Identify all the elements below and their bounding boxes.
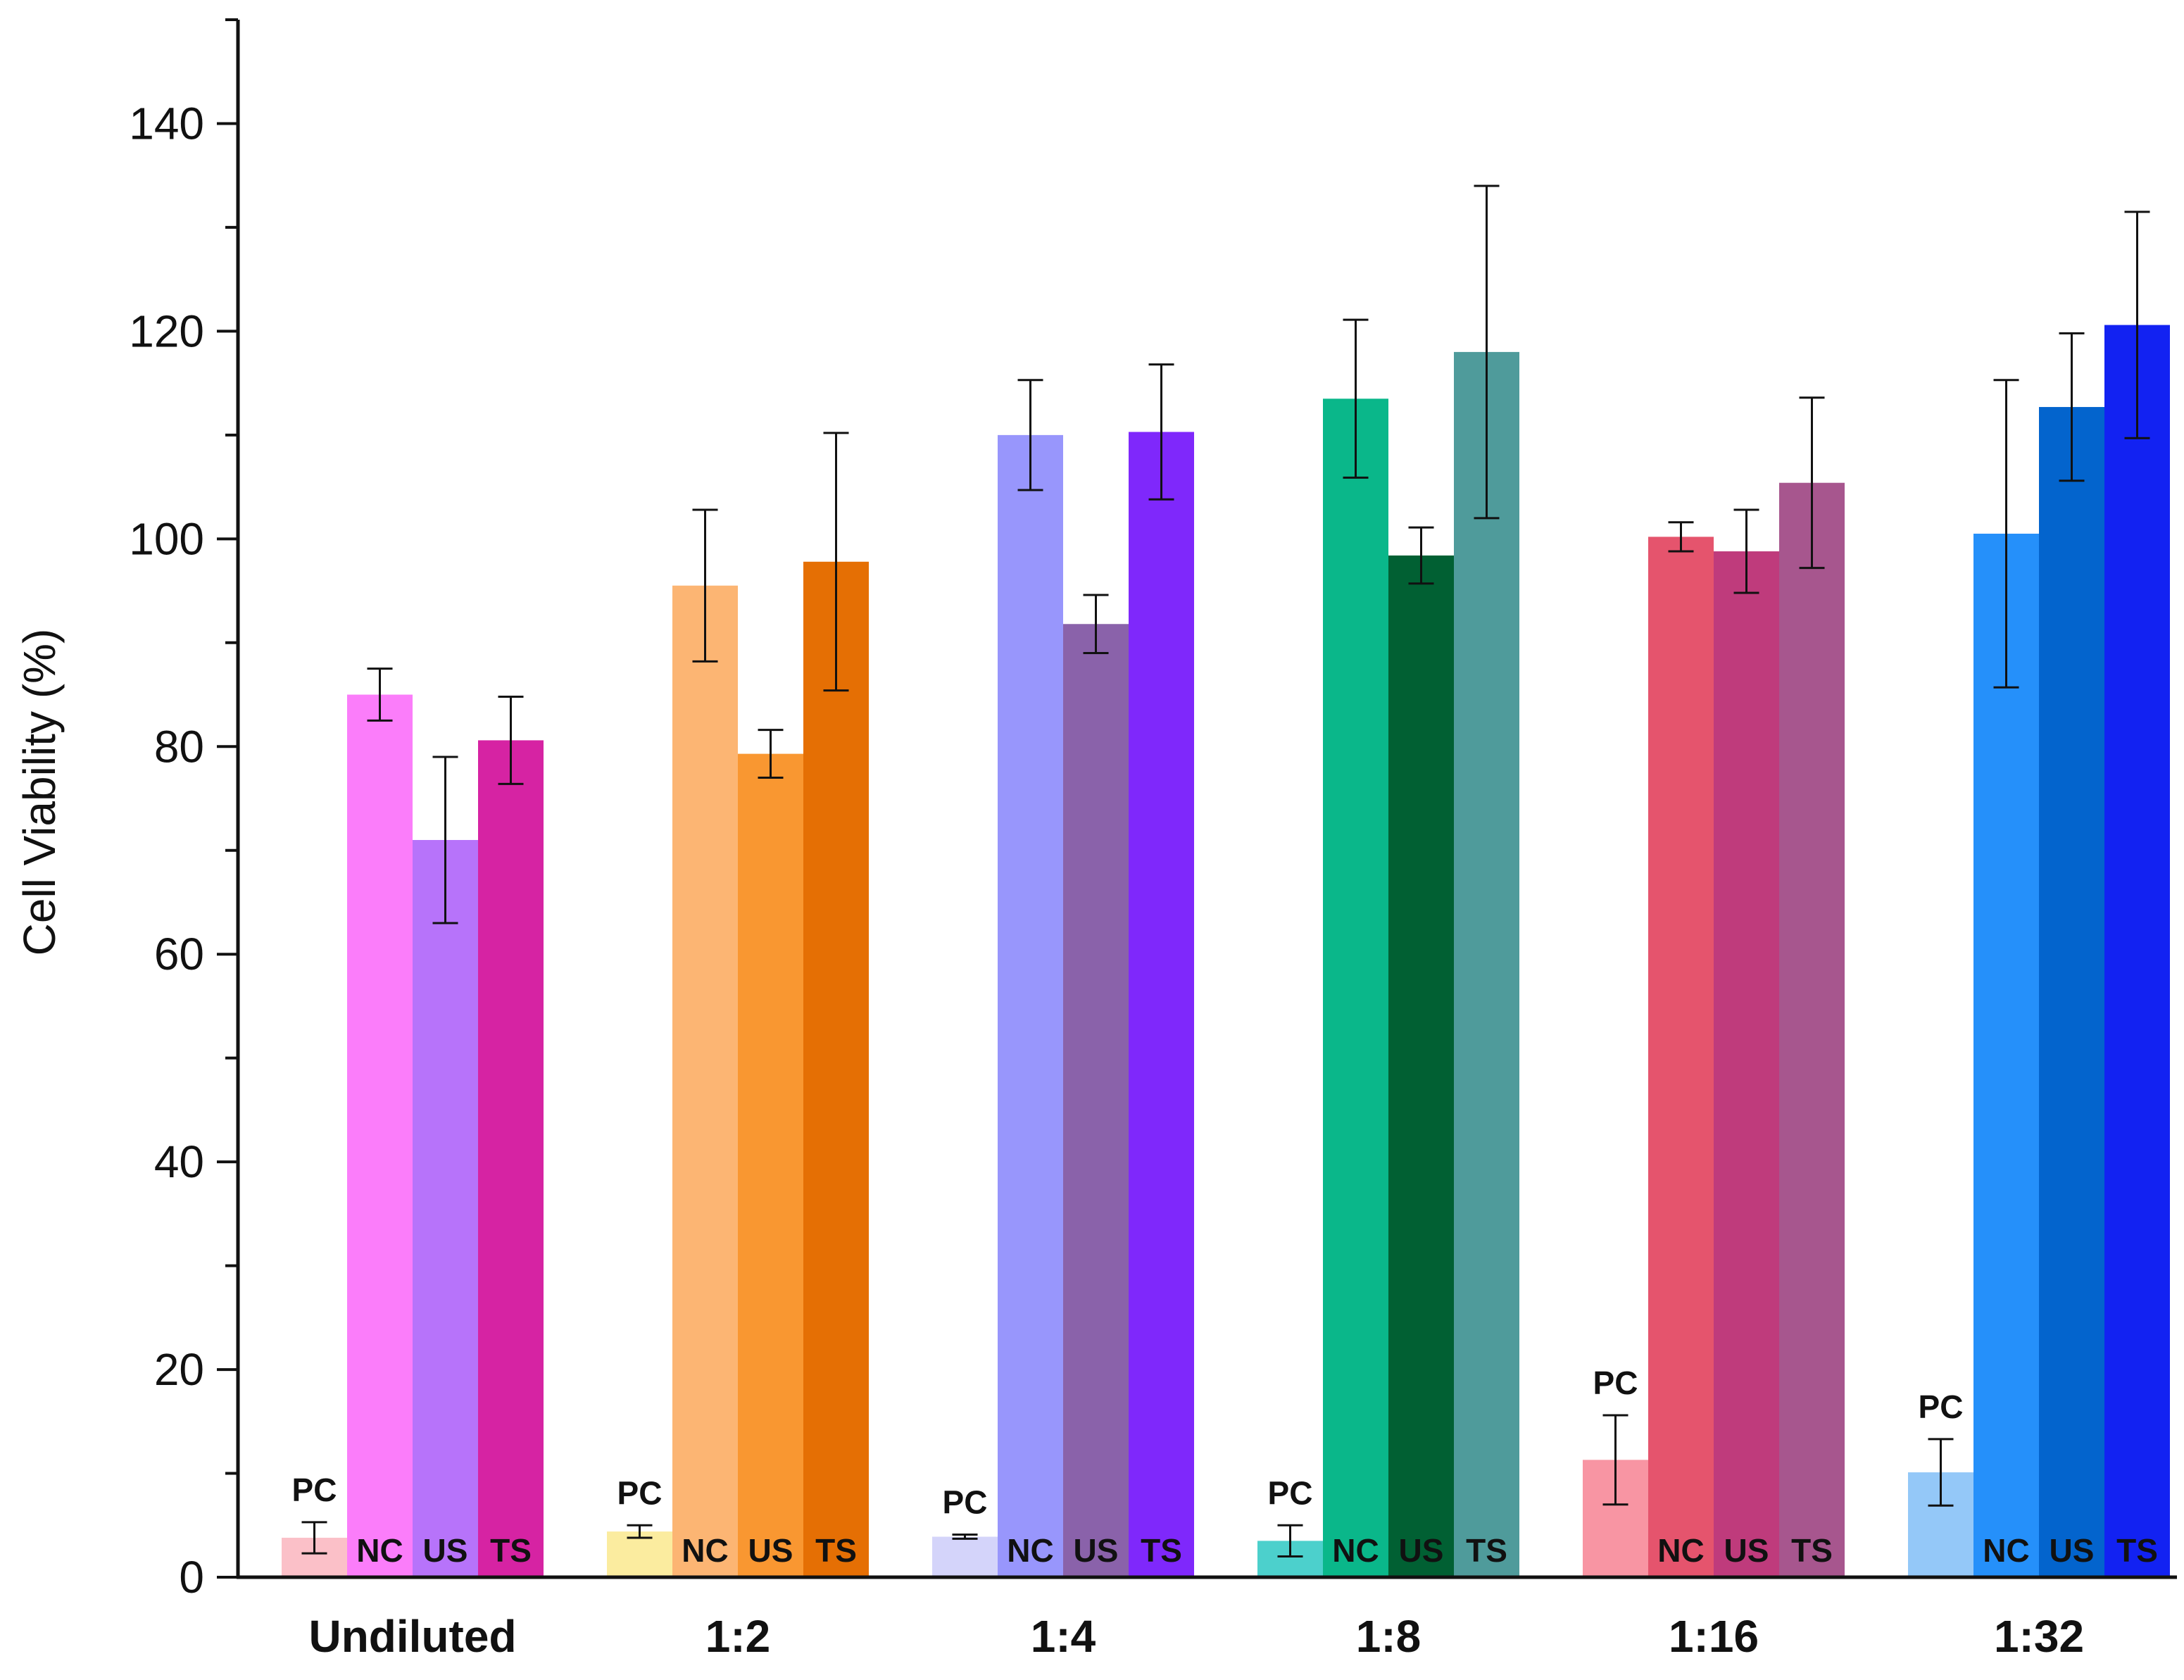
axes-layer: Undiluted 1:2 1:4 1:8 1:16 1:32 0 20 40 60 80 100 12… <box>14 18 2177 1662</box>
error-bar-nc-4 <box>1668 521 1694 553</box>
error-bar-us-0 <box>432 756 458 924</box>
bar-ts-3 <box>1454 351 1519 1578</box>
error-bar-ts-1 <box>823 432 849 692</box>
bar-nc-4 <box>1648 537 1714 1577</box>
error-bar-us-1 <box>758 729 784 779</box>
y-axis-title: Cell Viability (%) <box>14 629 65 956</box>
bars-layer <box>282 325 2170 1578</box>
error-bar-nc-2 <box>1017 379 1043 491</box>
bar-label-nc-2: NC <box>1007 1532 1053 1569</box>
y-tick-label-0: 0 <box>179 1552 204 1603</box>
bar-label-nc-4: NC <box>1657 1532 1704 1569</box>
bar-us-0 <box>413 839 478 1577</box>
error-bar-pc-4 <box>1602 1414 1628 1506</box>
bar-label-nc-5: NC <box>1983 1532 2029 1569</box>
bar-label-pc-1: PC <box>617 1474 663 1511</box>
bar-label-us-4: US <box>1724 1532 1769 1569</box>
bar-us-3 <box>1388 555 1454 1577</box>
bar-ts-2 <box>1129 432 1194 1578</box>
error-bar-ts-5 <box>2124 211 2150 439</box>
category-label-0: Undiluted <box>308 1611 516 1662</box>
bar-label-ts-1: TS <box>815 1532 857 1569</box>
bar-nc-2 <box>998 434 1063 1577</box>
category-label-2: 1:4 <box>1031 1611 1096 1662</box>
y-tick-label-140: 140 <box>129 98 204 149</box>
error-bar-us-5 <box>2059 332 2085 482</box>
bar-nc-1 <box>672 585 738 1577</box>
bar-label-us-3: US <box>1399 1532 1444 1569</box>
bar-label-ts-4: TS <box>1791 1532 1833 1569</box>
category-label-5: 1:32 <box>1994 1611 2084 1662</box>
bar-label-pc-2: PC <box>943 1484 988 1521</box>
bar-us-1 <box>738 753 803 1577</box>
error-bars-layer <box>301 184 2150 1558</box>
bar-labels-layer: PC NC US TS PC NC US TS PC NC US TS PC NC US TS PC NC US TS… <box>292 1365 2158 1569</box>
category-label-3: 1:8 <box>1356 1611 1422 1662</box>
error-bar-pc-1 <box>627 1524 653 1539</box>
category-label-4: 1:16 <box>1669 1611 1759 1662</box>
error-bar-ts-0 <box>498 695 524 785</box>
y-tick-label-20: 20 <box>154 1344 204 1395</box>
bar-label-ts-2: TS <box>1141 1532 1182 1569</box>
error-bar-pc-3 <box>1277 1524 1303 1558</box>
bar-ts-1 <box>803 561 869 1577</box>
y-tick-label-60: 60 <box>154 929 204 979</box>
bar-ts-4 <box>1779 482 1845 1577</box>
bar-label-us-2: US <box>1074 1532 1119 1569</box>
bar-ts-5 <box>2104 325 2170 1577</box>
bar-ts-0 <box>478 740 544 1577</box>
bar-label-us-1: US <box>748 1532 793 1569</box>
error-bar-nc-5 <box>1993 379 2019 689</box>
bar-label-pc-4: PC <box>1593 1365 1638 1401</box>
error-bar-nc-3 <box>1343 318 1369 479</box>
bar-label-nc-1: NC <box>682 1532 728 1569</box>
error-bar-pc-5 <box>1928 1438 1954 1507</box>
bar-label-ts-0: TS <box>490 1532 532 1569</box>
bar-label-us-0: US <box>423 1532 468 1569</box>
error-bar-ts-2 <box>1148 363 1174 501</box>
y-tick-label-120: 120 <box>129 306 204 356</box>
bar-label-nc-3: NC <box>1332 1532 1379 1569</box>
error-bar-us-2 <box>1083 594 1109 655</box>
error-bar-pc-0 <box>301 1521 327 1555</box>
bar-label-ts-5: TS <box>2116 1532 2158 1569</box>
bar-label-nc-0: NC <box>356 1532 403 1569</box>
error-bar-ts-4 <box>1799 396 1825 570</box>
y-tick-label-100: 100 <box>129 513 204 564</box>
bar-us-5 <box>2039 407 2104 1577</box>
bar-label-pc-3: PC <box>1268 1474 1313 1511</box>
bar-label-pc-0: PC <box>292 1472 337 1508</box>
error-bar-us-3 <box>1408 526 1434 585</box>
bar-us-2 <box>1063 624 1129 1577</box>
y-tick-label-80: 80 <box>154 721 204 772</box>
error-bar-nc-1 <box>692 508 718 663</box>
error-bar-pc-2 <box>952 1534 978 1540</box>
bar-label-us-5: US <box>2050 1532 2095 1569</box>
bar-nc-5 <box>1973 533 2039 1578</box>
error-bar-us-4 <box>1733 508 1759 594</box>
bar-label-pc-5: PC <box>1919 1388 1964 1425</box>
bar-pc-2 <box>932 1536 998 1577</box>
category-label-1: 1:2 <box>705 1611 771 1662</box>
bar-pc-1 <box>607 1531 672 1577</box>
error-bar-ts-3 <box>1474 184 1500 520</box>
bar-us-4 <box>1714 551 1779 1578</box>
bar-nc-0 <box>347 694 413 1577</box>
bar-label-ts-3: TS <box>1466 1532 1507 1569</box>
y-tick-label-40: 40 <box>154 1136 204 1187</box>
bar-nc-3 <box>1323 399 1388 1577</box>
error-bar-nc-0 <box>367 667 393 722</box>
